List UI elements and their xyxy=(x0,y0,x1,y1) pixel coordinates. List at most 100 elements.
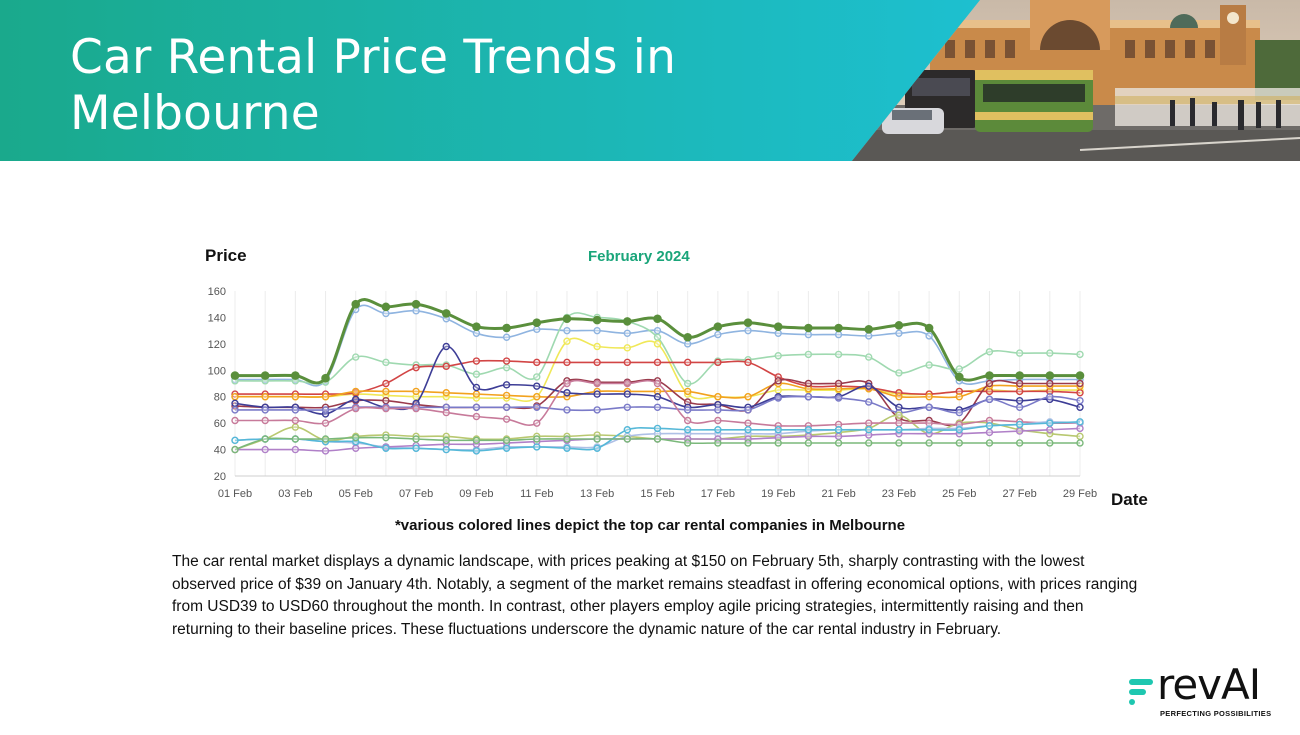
data-point xyxy=(472,390,481,398)
data-point xyxy=(382,404,390,413)
chart-footnote: *various colored lines depict the top ca… xyxy=(394,517,906,534)
data-point xyxy=(1076,424,1084,433)
data-point xyxy=(352,433,360,442)
data-point xyxy=(291,406,300,414)
data-point xyxy=(683,426,692,434)
data-point xyxy=(412,307,420,315)
series-line xyxy=(234,421,1081,452)
data-point xyxy=(593,358,601,367)
x-tick-label: 11 Feb xyxy=(520,488,553,500)
data-point xyxy=(744,358,752,367)
data-point xyxy=(1045,371,1055,380)
data-point xyxy=(653,358,662,367)
data-point xyxy=(683,439,692,447)
data-point xyxy=(1015,403,1024,411)
data-point xyxy=(865,332,873,340)
data-point xyxy=(382,309,390,318)
data-point xyxy=(774,433,782,442)
data-point xyxy=(321,393,330,401)
data-point xyxy=(774,352,782,360)
data-point xyxy=(1076,403,1084,411)
data-point xyxy=(683,340,692,348)
data-point xyxy=(412,404,420,413)
data-point xyxy=(895,329,903,337)
series-line xyxy=(234,436,1080,451)
data-point xyxy=(895,369,903,377)
data-point xyxy=(744,326,752,335)
x-tick-label: 21 Feb xyxy=(821,488,855,500)
data-point xyxy=(261,393,269,401)
data-point xyxy=(321,406,330,414)
data-point xyxy=(834,323,843,333)
data-point xyxy=(804,426,813,434)
data-point xyxy=(231,393,239,401)
data-point xyxy=(653,387,662,396)
data-point xyxy=(321,435,330,443)
data-point xyxy=(895,393,903,401)
data-point xyxy=(1076,432,1084,441)
data-point xyxy=(533,435,541,443)
x-tick-label: 25 Feb xyxy=(942,488,976,500)
x-axis-title: Date xyxy=(1111,490,1148,509)
data-point xyxy=(925,332,933,340)
data-point xyxy=(834,432,843,441)
data-point xyxy=(865,419,873,427)
data-point xyxy=(834,426,843,434)
series-line xyxy=(235,379,1081,427)
data-point xyxy=(321,419,330,427)
data-point xyxy=(774,386,782,394)
y-tick-label: 20 xyxy=(214,471,226,483)
data-point xyxy=(382,396,390,405)
data-point xyxy=(653,393,662,401)
data-point xyxy=(231,445,239,454)
data-point xyxy=(714,439,722,447)
data-point xyxy=(261,445,269,454)
data-point xyxy=(1015,427,1024,435)
data-point xyxy=(865,398,873,406)
y-axis-title: Price xyxy=(205,246,247,265)
data-point xyxy=(804,385,813,393)
data-point xyxy=(804,330,813,339)
data-point xyxy=(714,406,722,414)
data-point xyxy=(261,406,269,414)
data-point xyxy=(472,357,481,365)
data-point xyxy=(653,333,662,341)
data-point xyxy=(774,426,782,434)
data-point xyxy=(352,353,360,361)
melbourne-tram-photo xyxy=(0,0,1300,161)
data-point xyxy=(834,350,843,359)
data-point xyxy=(442,362,450,371)
data-point xyxy=(532,318,542,328)
data-point xyxy=(230,371,240,380)
data-point xyxy=(442,342,450,351)
data-point xyxy=(623,317,632,326)
data-point xyxy=(291,435,300,443)
data-point xyxy=(1046,393,1054,401)
header-banner: Car Rental Price Trends in Melbourne xyxy=(0,0,1300,161)
data-point xyxy=(744,426,752,434)
data-point xyxy=(985,387,994,396)
x-tick-label: 01 Feb xyxy=(218,488,252,500)
data-point xyxy=(563,389,571,397)
data-point xyxy=(533,358,541,367)
y-tick-label: 120 xyxy=(208,339,226,351)
summary-paragraph: The car rental market displays a dynamic… xyxy=(172,553,1138,638)
price-chart: Price February 2024 20 40 60 80 100 120 140 160… xyxy=(200,240,1180,515)
data-point xyxy=(653,314,662,324)
data-point xyxy=(865,382,873,390)
data-point xyxy=(774,377,782,385)
x-tick-label: 05 Feb xyxy=(339,488,373,500)
data-point xyxy=(1046,426,1054,434)
data-point xyxy=(472,322,481,331)
data-point xyxy=(955,365,963,373)
data-point xyxy=(533,382,541,390)
y-tick-label: 60 xyxy=(214,418,226,430)
data-point xyxy=(834,420,843,429)
data-point xyxy=(441,309,451,318)
data-point xyxy=(925,426,933,434)
data-point xyxy=(533,419,541,427)
data-point xyxy=(1046,439,1054,447)
series-line xyxy=(234,312,1081,385)
series-line xyxy=(234,359,1081,395)
data-point xyxy=(563,406,571,414)
